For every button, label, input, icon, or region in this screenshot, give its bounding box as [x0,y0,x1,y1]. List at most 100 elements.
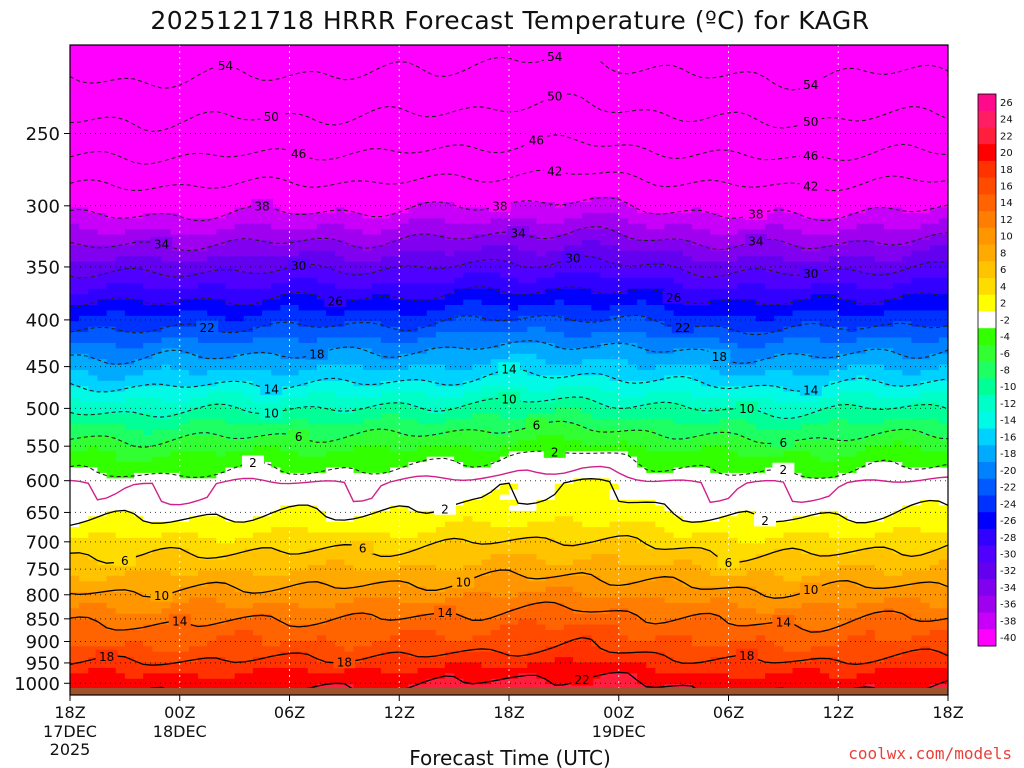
field-cell [280,397,483,404]
field-cell [70,332,437,339]
field-cell [143,429,153,436]
field-cell [545,326,730,333]
field-cell [399,565,437,572]
field-cell [527,662,647,669]
field-cell [719,418,748,425]
field-cell [271,370,300,377]
field-cell [710,657,757,664]
field-cell [728,597,885,604]
field-cell [874,667,948,674]
field-cell [70,646,153,653]
field-cell [124,440,163,447]
contour-dashed [70,169,948,192]
colorbar-swatch [978,411,996,430]
field-cell [444,651,510,658]
field-cell [390,532,419,539]
field-cell [106,602,172,609]
field-cell [856,451,948,458]
field-cell [819,667,876,674]
field-cell [847,326,858,333]
field-cell [70,456,117,463]
contour-label: 10 [739,402,754,416]
field-cell [600,402,647,409]
field-cell [929,630,948,637]
field-cell [563,299,638,306]
field-cell [490,630,620,637]
contour-label-bg [333,655,356,669]
field-cell [518,500,538,507]
field-cell [280,640,336,647]
field-cell [271,240,291,247]
field-cell [902,294,948,301]
field-cell [70,489,492,496]
field-cell [344,223,400,230]
field-cell [710,597,730,604]
contour-dashed [70,368,948,393]
field-cell [838,624,948,631]
colorbar-swatch [978,160,996,179]
field-cell [298,435,345,442]
field-cell [911,581,940,588]
field-cell [627,451,739,458]
field-cell [573,478,611,485]
colorbar-tick-label: -34 [1000,583,1016,594]
field-cell [298,321,345,328]
field-cell [380,353,400,360]
field-cell [710,299,757,306]
field-cell [600,256,693,263]
contour-label-bg [562,251,585,265]
contour-label-bg [498,392,520,406]
field-cell [527,602,565,609]
field-cell [618,391,647,398]
field-cell [161,397,190,404]
field-cell [509,429,656,436]
field-cell [646,402,684,409]
field-cell [390,445,419,452]
field-cell [243,315,455,322]
field-cell [755,586,812,593]
colorbar-tick-label: -40 [1000,633,1016,644]
field-cell [70,413,153,420]
field-cell [783,532,830,539]
field-cell [97,375,126,382]
field-cell [938,402,948,409]
colorbar: 26 24 22 20 18 16 14 12 10 8 6 4 2 -2 -4 -6 -8 -10 -12 -14 -… [977,93,1016,647]
field-cell [527,326,547,333]
field-cell [819,245,931,252]
field-cell [207,402,227,409]
field-cell [911,402,940,409]
field-cell [664,305,948,312]
field-cell [390,635,446,642]
field-cell [536,218,565,225]
field-cell [70,305,281,312]
field-cell [454,288,501,295]
contour-label: 14 [437,606,452,620]
field-cell [344,613,373,620]
contour-label-bg [799,77,822,91]
contour-label-bg [241,455,264,469]
field-cell [755,299,794,306]
field-cell [536,619,647,626]
field-cell [124,640,144,647]
field-cell [545,359,583,366]
field-cell [298,581,327,588]
field-cell [691,532,730,539]
field-cell [316,505,391,512]
surface-ground [70,688,948,695]
field-cell [335,267,382,274]
field-cell [829,532,876,539]
field-cell [883,570,903,577]
field-cell [591,332,647,339]
field-cell [252,435,300,442]
field-cell [929,548,948,555]
field-cell [170,451,217,458]
y-tick-label: 450 [26,357,60,378]
field-cell [252,667,309,674]
contour-label-bg [433,501,456,515]
field-cell [737,510,757,517]
contour-label: 38 [748,208,763,222]
colorbar-tick-label: 2 [1000,299,1006,310]
field-cell [70,104,948,111]
y-tick-label: 300 [26,196,60,217]
contour-label: 34 [154,237,169,251]
